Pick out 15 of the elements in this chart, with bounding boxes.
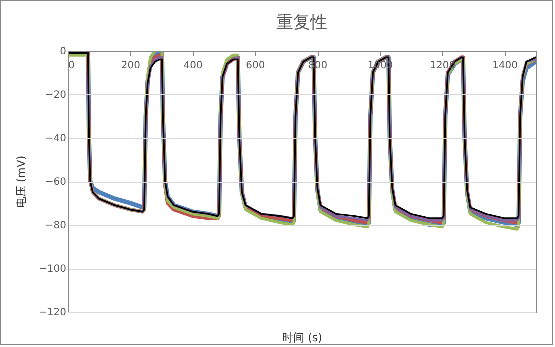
- x-tick-label: 400: [184, 60, 203, 72]
- y-tick-label: −40: [45, 134, 66, 144]
- y-tick-label: −60: [45, 177, 66, 188]
- y-tick-label: −80: [45, 220, 66, 232]
- y-tick-label: −100: [39, 264, 66, 275]
- x-tick-label: 1400: [492, 60, 518, 72]
- x-tick-label: 600: [246, 60, 266, 72]
- y-tick-label: −20: [45, 90, 66, 101]
- y-tick-label: −120: [39, 308, 66, 318]
- x-axis-title: 时间 (s): [282, 332, 322, 344]
- y-axis-title: 电压 (mV): [15, 156, 28, 208]
- chart-title: 重复性: [276, 13, 328, 33]
- x-tick-label: 200: [121, 60, 140, 72]
- y-tick-label: 0: [60, 46, 66, 58]
- x-tick-label: 0: [68, 60, 75, 72]
